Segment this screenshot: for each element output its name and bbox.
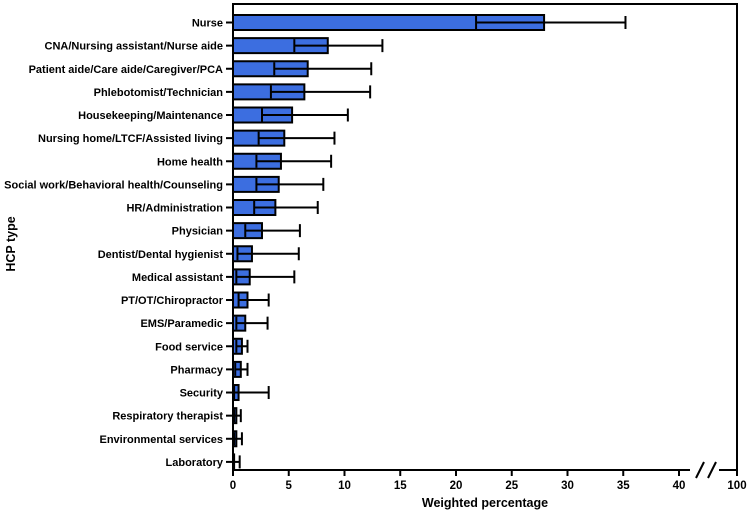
- category-label: Nurse: [192, 18, 223, 30]
- x-tick-label: 5: [286, 480, 293, 492]
- category-label: Physician: [172, 226, 224, 238]
- category-label: Security: [180, 388, 224, 400]
- category-label: EMS/Paramedic: [140, 318, 223, 330]
- category-label: PT/OT/Chiropractor: [121, 295, 224, 307]
- category-label: Environmental services: [99, 434, 223, 446]
- x-tick-label: 0: [230, 480, 236, 492]
- x-tick-label: 35: [617, 480, 630, 492]
- x-tick-label: 30: [561, 480, 574, 492]
- x-tick-label: 100: [727, 480, 746, 492]
- x-tick-label: 20: [450, 480, 463, 492]
- axis-break-slash: [707, 461, 717, 479]
- axis-break-slash: [695, 461, 705, 479]
- x-tick-label: 10: [338, 480, 351, 492]
- y-axis-title: HCP type: [4, 216, 18, 272]
- category-label: HR/Administration: [126, 203, 223, 215]
- category-label: Laboratory: [166, 457, 224, 469]
- category-label: Pharmacy: [170, 364, 223, 376]
- category-label: Social work/Behavioral health/Counseling: [4, 179, 223, 191]
- category-label: Home health: [157, 156, 223, 168]
- category-label: Housekeeping/Maintenance: [78, 110, 223, 122]
- category-label: Phlebotomist/Technician: [94, 87, 224, 99]
- category-label: Nursing home/LTCF/Assisted living: [38, 133, 223, 145]
- category-label: Medical assistant: [132, 272, 223, 284]
- category-label: Dentist/Dental hygienist: [98, 249, 224, 261]
- category-label: Respiratory therapist: [112, 411, 223, 423]
- category-label: CNA/Nursing assistant/Nurse aide: [45, 41, 224, 53]
- x-tick-label: 15: [394, 480, 407, 492]
- x-tick-label: 25: [505, 480, 518, 492]
- category-label: Patient aide/Care aide/Caregiver/PCA: [29, 64, 223, 76]
- x-tick-label: 40: [673, 480, 686, 492]
- category-label: Food service: [155, 341, 223, 353]
- x-axis-title: Weighted percentage: [421, 496, 549, 510]
